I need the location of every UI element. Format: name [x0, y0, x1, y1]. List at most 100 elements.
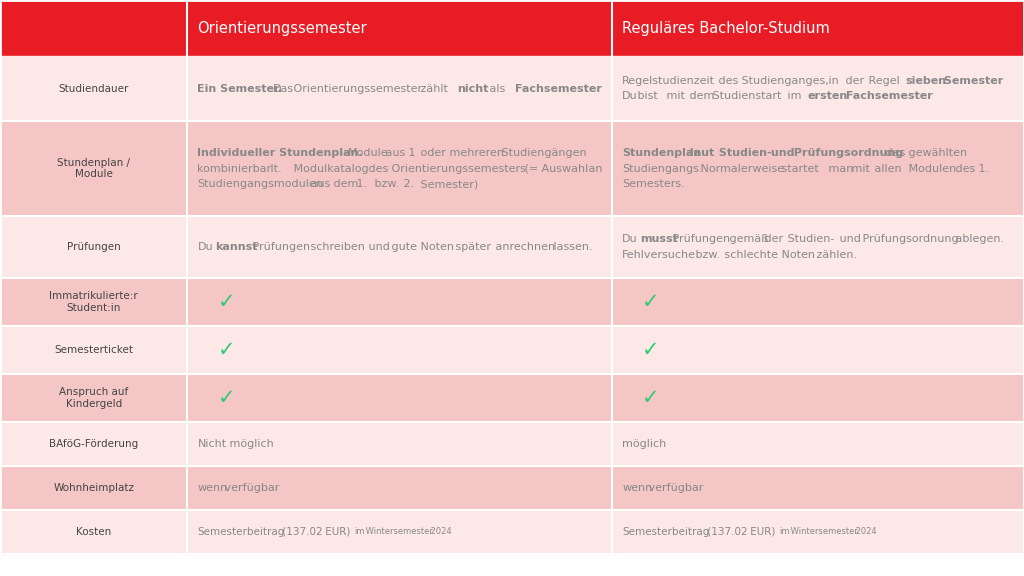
- Bar: [0, 56, 1024, 121]
- Text: im: im: [354, 528, 365, 536]
- Text: Orientierungssemesters: Orientierungssemesters: [388, 164, 526, 173]
- Text: Wintersemester: Wintersemester: [364, 528, 433, 536]
- Text: Fachsemester: Fachsemester: [515, 84, 602, 93]
- Text: ablegen.: ablegen.: [951, 234, 1004, 244]
- Text: Modulkatalog: Modulkatalog: [290, 164, 369, 173]
- Text: dem: dem: [331, 179, 358, 189]
- Text: Studienganges,: Studienganges,: [738, 75, 828, 86]
- Text: Anspruch auf
Kindergeld: Anspruch auf Kindergeld: [59, 387, 128, 409]
- Text: mit: mit: [663, 91, 685, 101]
- Text: des: des: [365, 164, 388, 173]
- Text: Regel: Regel: [865, 75, 900, 86]
- Text: Prüfungsordnung: Prüfungsordnung: [790, 148, 903, 158]
- Text: gewählten: gewählten: [905, 148, 968, 158]
- Text: ✓: ✓: [642, 292, 659, 312]
- Text: (=: (=: [521, 164, 539, 173]
- Text: 1: 1: [406, 148, 416, 158]
- Text: man: man: [824, 164, 853, 173]
- Text: Studiengangsmodulen: Studiengangsmodulen: [198, 179, 324, 189]
- Text: Semesters.: Semesters.: [623, 179, 685, 189]
- Bar: [0, 422, 1024, 466]
- Text: gemäß: gemäß: [726, 234, 769, 244]
- Text: Prüfungen: Prüfungen: [250, 242, 310, 252]
- Text: möglich: möglich: [226, 439, 274, 449]
- Text: EUR): EUR): [322, 527, 350, 537]
- Text: dem: dem: [686, 91, 715, 101]
- Text: gute: gute: [388, 242, 417, 252]
- Text: in: in: [824, 75, 839, 86]
- Text: aus: aus: [307, 179, 331, 189]
- Text: Stundenplan /
Module: Stundenplan / Module: [57, 158, 130, 179]
- Text: Studiengängen: Studiengängen: [498, 148, 587, 158]
- Text: Studiendauer: Studiendauer: [58, 84, 129, 93]
- Text: Ein Semester.: Ein Semester.: [198, 84, 283, 93]
- Text: Individueller Stundenplan.: Individueller Stundenplan.: [198, 148, 364, 158]
- Text: ersten: ersten: [807, 91, 848, 101]
- Text: startet: startet: [778, 164, 819, 173]
- Text: zählen.: zählen.: [813, 250, 857, 260]
- Text: .: .: [918, 91, 921, 101]
- Text: sieben: sieben: [905, 75, 946, 86]
- Text: später: später: [452, 242, 490, 252]
- Text: schlechte: schlechte: [721, 250, 777, 260]
- Bar: [0, 374, 1024, 422]
- Text: zählt: zählt: [417, 84, 447, 93]
- Text: Orientierungssemester: Orientierungssemester: [290, 84, 422, 93]
- Text: Prüfungen: Prüfungen: [67, 242, 121, 252]
- Text: musst: musst: [640, 234, 678, 244]
- Bar: [0, 216, 1024, 278]
- Text: Module: Module: [347, 148, 388, 158]
- Text: Studien-: Studien-: [784, 234, 835, 244]
- Text: Wintersemester: Wintersemester: [788, 528, 858, 536]
- Text: und: und: [837, 234, 861, 244]
- Text: lt.: lt.: [266, 164, 282, 173]
- Text: an: an: [585, 164, 602, 173]
- Bar: [0, 278, 1024, 326]
- Text: und: und: [767, 148, 795, 158]
- Text: ✓: ✓: [642, 388, 659, 408]
- Text: verfügbar: verfügbar: [645, 483, 703, 493]
- Text: Normalerweise: Normalerweise: [697, 164, 784, 173]
- Text: Semester): Semester): [417, 179, 478, 189]
- Text: Noten: Noten: [778, 250, 815, 260]
- Text: Auswahl: Auswahl: [539, 164, 589, 173]
- Text: aus: aus: [382, 148, 406, 158]
- Bar: [0, 0, 1024, 56]
- Text: der: der: [761, 234, 783, 244]
- Text: ✓: ✓: [642, 340, 659, 360]
- Text: nicht: nicht: [458, 84, 488, 93]
- Text: Studiengangs.: Studiengangs.: [623, 164, 702, 173]
- Text: Studienstart: Studienstart: [709, 91, 781, 101]
- Text: 1.: 1.: [353, 179, 368, 189]
- Text: mehreren: mehreren: [445, 148, 504, 158]
- Text: Semesterbeitrag: Semesterbeitrag: [198, 527, 285, 537]
- Text: Semesterticket: Semesterticket: [54, 345, 133, 355]
- Text: mit: mit: [848, 164, 869, 173]
- Text: BAföG-Förderung: BAföG-Förderung: [49, 439, 138, 449]
- Text: wenn: wenn: [198, 483, 227, 493]
- Text: kombinierbar: kombinierbar: [198, 164, 271, 173]
- Text: Modulen: Modulen: [905, 164, 956, 173]
- Text: wenn: wenn: [623, 483, 652, 493]
- Text: Stundenplan: Stundenplan: [623, 148, 701, 158]
- Text: EUR): EUR): [746, 527, 775, 537]
- Text: Noten: Noten: [417, 242, 454, 252]
- Text: als: als: [486, 84, 506, 93]
- Text: Orientierungssemester: Orientierungssemester: [198, 21, 367, 36]
- Text: Regelstudienzeit: Regelstudienzeit: [623, 75, 716, 86]
- Text: im: im: [779, 528, 790, 536]
- Text: bist: bist: [634, 91, 657, 101]
- Text: Fehlversuche: Fehlversuche: [623, 250, 696, 260]
- Text: .: .: [992, 75, 995, 86]
- Text: kannst: kannst: [215, 242, 257, 252]
- Text: Das: Das: [272, 84, 294, 93]
- Text: 1.: 1.: [975, 164, 989, 173]
- Text: Prüfungsordnung: Prüfungsordnung: [859, 234, 958, 244]
- Text: des: des: [883, 148, 905, 158]
- Text: der: der: [842, 75, 864, 86]
- Text: (137.02: (137.02: [279, 527, 323, 537]
- Text: verfügbar: verfügbar: [220, 483, 279, 493]
- Text: des: des: [951, 164, 975, 173]
- Bar: [0, 466, 1024, 510]
- Text: Semesterbeitrag: Semesterbeitrag: [623, 527, 710, 537]
